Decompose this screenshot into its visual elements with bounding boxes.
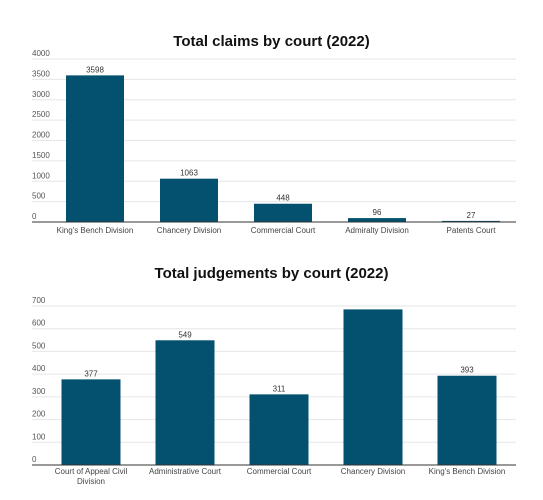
x-category-label: Patents Court	[447, 226, 497, 235]
bar-court-of-appeal-civil-division	[61, 379, 121, 465]
bar-king-s-bench-division	[66, 75, 124, 222]
bar-chancery-division	[160, 178, 218, 222]
chart-title: Total judgements by court (2022)	[155, 265, 389, 282]
y-tick-label: 2000	[32, 131, 50, 140]
x-category-label: Commercial Court	[247, 467, 312, 476]
bar-king-s-bench-division	[437, 375, 497, 465]
y-tick-label: 1500	[32, 151, 50, 160]
bar-commercial-court	[254, 203, 312, 222]
bar-admiralty-division	[348, 218, 406, 222]
y-tick-label: 400	[32, 364, 46, 373]
bar-patents-court	[442, 220, 500, 222]
y-tick-label: 500	[32, 192, 46, 201]
x-category-label: King's Bench Division	[429, 467, 506, 476]
y-tick-label: 100	[32, 432, 46, 441]
y-tick-label: 500	[32, 341, 46, 350]
y-tick-label: 200	[32, 410, 46, 419]
y-tick-label: 3500	[32, 69, 50, 78]
data-label: 448	[276, 194, 290, 203]
x-category-label: Administrative Court	[149, 467, 222, 476]
y-tick-label: 1000	[32, 171, 50, 180]
data-label: 1063	[180, 169, 198, 178]
x-category-label: Chancery Division	[157, 226, 221, 235]
bar-administrative-court	[155, 340, 215, 465]
chart-title: Total claims by court (2022)	[173, 33, 369, 50]
x-category-label: King's Bench Division	[57, 226, 134, 235]
data-label: 377	[84, 369, 98, 378]
x-category-label: Commercial Court	[251, 226, 316, 235]
y-tick-label: 300	[32, 387, 46, 396]
data-label: 27	[467, 211, 476, 220]
y-tick-label: 4000	[32, 49, 50, 58]
y-tick-label: 700	[32, 296, 46, 305]
y-tick-label: 2500	[32, 110, 50, 119]
y-tick-label: 0	[32, 455, 37, 464]
x-category-label: Chancery Division	[341, 467, 405, 476]
x-category-label: Admiralty Division	[345, 226, 409, 235]
data-label: 393	[460, 366, 474, 375]
x-category-label: Court of Appeal Civil Division	[55, 467, 128, 486]
data-label: 549	[178, 330, 192, 339]
data-label: 96	[373, 208, 382, 217]
y-tick-label: 600	[32, 319, 46, 328]
data-label: 311	[273, 384, 286, 393]
bar-chancery-division	[343, 309, 403, 465]
bar-commercial-court	[249, 394, 309, 465]
y-tick-label: 3000	[32, 90, 50, 99]
data-label: 3598	[86, 65, 104, 74]
y-tick-label: 0	[32, 212, 37, 221]
